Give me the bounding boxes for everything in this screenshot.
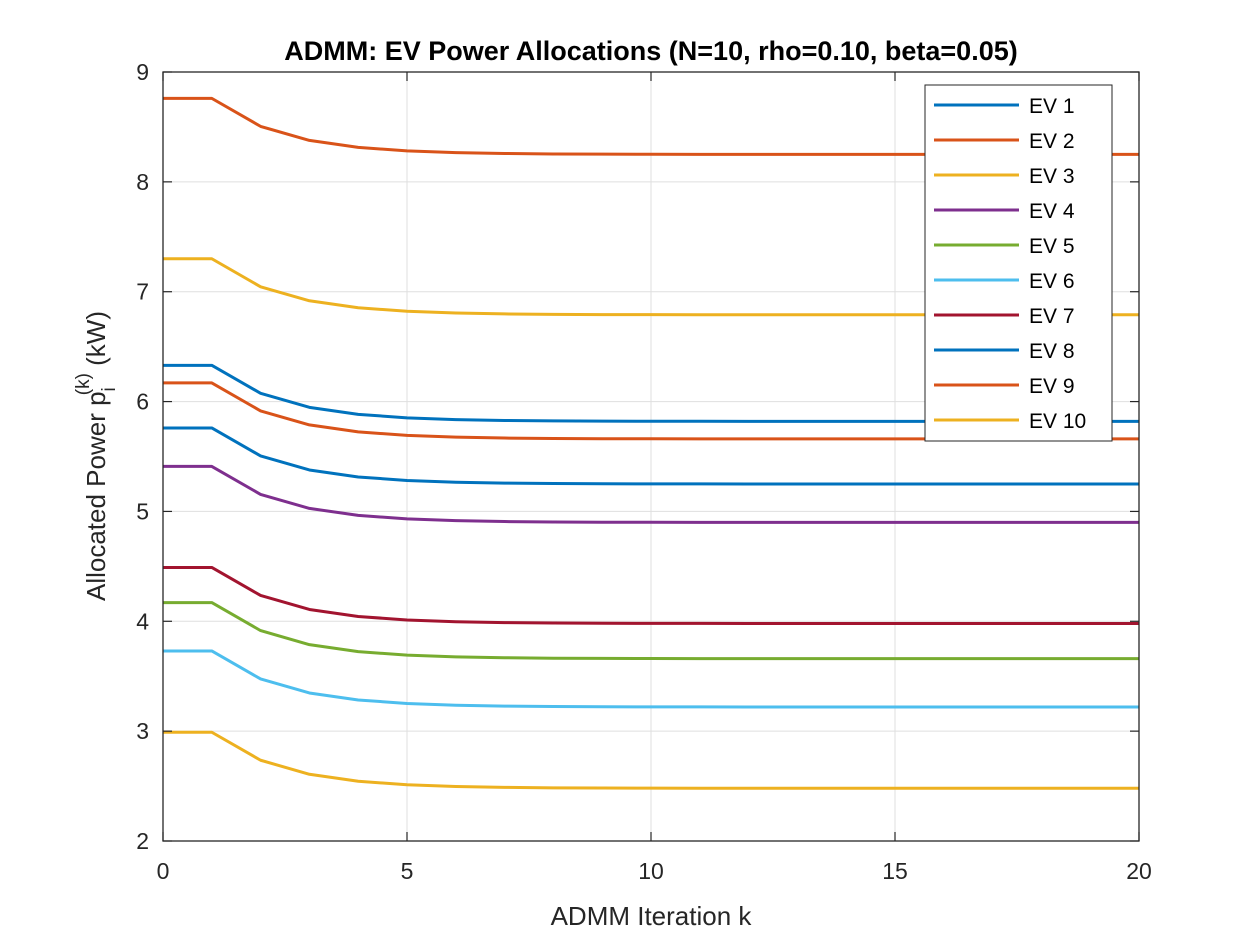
x-tick-label: 15 xyxy=(882,858,908,884)
series-line-ev-5 xyxy=(163,601,1139,661)
series-line-ev-6 xyxy=(163,649,1139,709)
y-tick-labels: 2 3 4 5 6 7 8 9 xyxy=(136,59,149,854)
y-tick-label: 8 xyxy=(136,169,149,195)
legend-label-ev-5: EV 5 xyxy=(1029,235,1075,258)
series-line-ev-4 xyxy=(163,464,1139,524)
chart-title: ADMM: EV Power Allocations (N=10, rho=0.… xyxy=(284,36,1017,66)
y-tick-label: 7 xyxy=(136,279,149,305)
series-line-ev-1 xyxy=(163,426,1139,486)
y-axis-label-prefix: Allocated Power p xyxy=(81,391,111,601)
y-tick-label: 6 xyxy=(136,389,149,415)
y-tick-label: 2 xyxy=(136,828,149,854)
legend-label-ev-10: EV 10 xyxy=(1029,410,1086,433)
x-tick-label: 5 xyxy=(401,858,414,884)
y-axis-label-superscript: (k) xyxy=(73,373,94,395)
x-tick-label: 20 xyxy=(1126,858,1152,884)
y-tick-label: 5 xyxy=(136,498,149,524)
legend-label-ev-7: EV 7 xyxy=(1029,305,1075,328)
x-axis-label: ADMM Iteration k xyxy=(551,901,753,931)
legend-label-ev-3: EV 3 xyxy=(1029,165,1075,188)
ticks xyxy=(162,71,1140,842)
series-line-ev-7 xyxy=(163,565,1139,625)
x-tick-label: 10 xyxy=(638,858,664,884)
y-axis-label: Allocated Power pi (k) (kW) xyxy=(73,311,120,601)
legend-label-ev-1: EV 1 xyxy=(1029,95,1075,118)
legend-label-ev-9: EV 9 xyxy=(1029,375,1075,398)
legend-label-ev-6: EV 6 xyxy=(1029,270,1075,293)
y-axis-label-suffix: (kW) xyxy=(81,311,111,373)
legend-label-ev-4: EV 4 xyxy=(1029,200,1075,223)
y-tick-label: 9 xyxy=(136,59,149,85)
legend-box xyxy=(924,84,1113,442)
legend-label-ev-8: EV 8 xyxy=(1029,340,1075,363)
y-tick-label: 4 xyxy=(136,608,149,634)
x-tick-labels: 0 5 10 15 20 xyxy=(157,858,1152,884)
legend-label-ev-2: EV 2 xyxy=(1029,130,1075,153)
y-axis-label-subscript: i xyxy=(99,387,120,391)
x-tick-label: 0 xyxy=(157,858,170,884)
legend: EV 1 EV 2 EV 3 EV 4 EV 5 EV 6 EV 7 EV 8 EV 9 EV 1… xyxy=(924,84,1113,442)
series-line-ev-10 xyxy=(163,730,1139,790)
y-tick-label: 3 xyxy=(136,718,149,744)
